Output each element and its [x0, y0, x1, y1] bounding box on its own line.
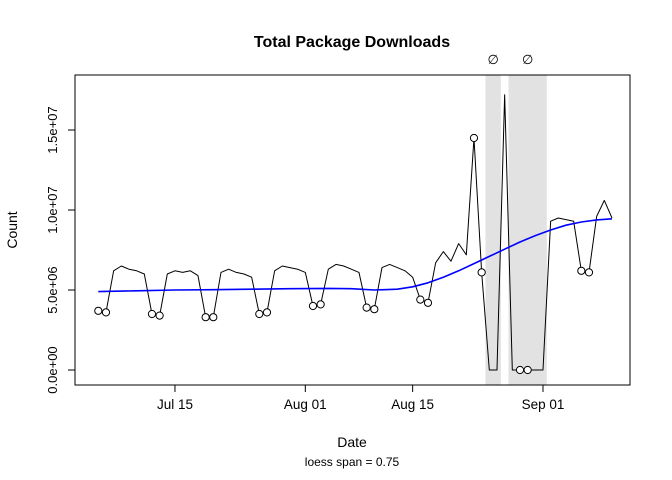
- x-tick-label: Jul 15: [157, 397, 193, 412]
- data-point-marker: [101, 308, 111, 317]
- data-point-marker: [469, 133, 479, 143]
- data-point-marker: [155, 311, 164, 320]
- plot-area: 0.0e+00 5.0e+06 1.0e+07 1.5e+07 Jul 15 Aug 01…: [45, 52, 631, 412]
- data-point-marker: [416, 295, 425, 304]
- missing-data-icon: ∅: [522, 52, 533, 67]
- y-tick-label: 1.5e+07: [45, 106, 60, 153]
- loess-line: [98, 218, 613, 293]
- data-point-marker: [316, 300, 325, 309]
- missing-band: [485, 75, 501, 385]
- data-point-marker: [255, 309, 264, 319]
- data-point-marker: [577, 266, 586, 275]
- plot-box: [74, 74, 631, 386]
- y-tick-label: 0.0e+00: [45, 346, 60, 393]
- data-point-marker: [515, 365, 525, 375]
- data-point-marker: [477, 268, 486, 277]
- y-tick-label: 5.0e+06: [45, 266, 60, 313]
- data-point-marker: [209, 313, 218, 322]
- x-tick-label: Aug 15: [391, 397, 434, 412]
- x-tick-label: Sep 01: [522, 397, 565, 412]
- data-point-marker: [262, 308, 272, 317]
- data-point-marker: [308, 301, 318, 311]
- data-point-marker: [362, 303, 371, 312]
- x-tick-label: Aug 01: [284, 397, 327, 412]
- missing-data-icon: ∅: [487, 52, 498, 67]
- data-point-marker: [523, 365, 532, 375]
- chart-subtitle: loess span = 0.75: [305, 455, 400, 469]
- y-axis-title: Count: [4, 211, 20, 248]
- data-point-marker: [370, 305, 379, 314]
- data-point-marker: [94, 306, 103, 315]
- data-point-marker: [201, 313, 210, 322]
- data-point-marker: [423, 298, 433, 307]
- data-point-marker: [147, 309, 157, 319]
- chart-title: Total Package Downloads: [254, 34, 450, 51]
- missing-band: [508, 75, 547, 385]
- y-tick-label: 1.0e+07: [45, 186, 60, 233]
- data-point-marker: [584, 268, 594, 277]
- x-axis-title: Date: [337, 434, 367, 450]
